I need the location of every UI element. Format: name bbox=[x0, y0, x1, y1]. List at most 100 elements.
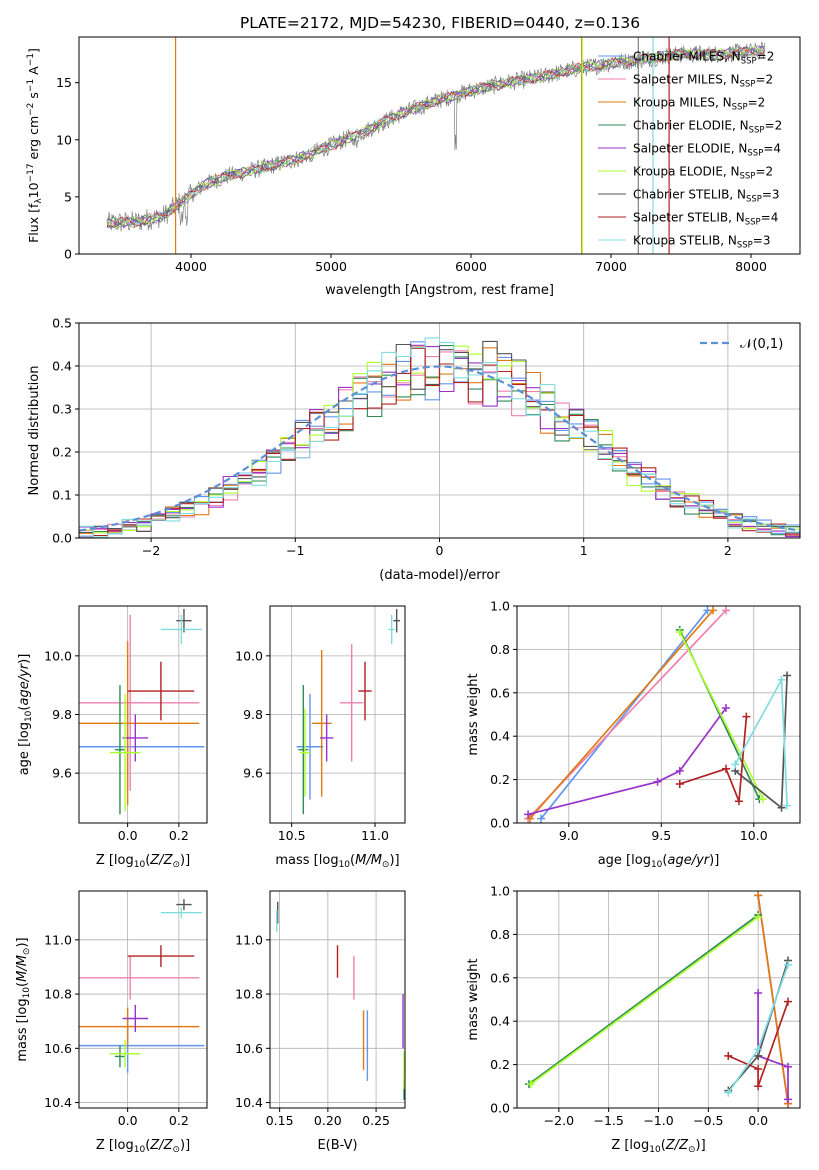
y-tick-label: 0.0 bbox=[490, 816, 510, 831]
legend-entry-label: Salpeter MILES, NSSP=2 bbox=[633, 73, 773, 90]
y-tick-label: 0.6 bbox=[490, 970, 510, 985]
normal-curve bbox=[79, 365, 800, 532]
weight-marker bbox=[784, 997, 793, 1006]
x-tick-label: 0.2 bbox=[169, 828, 189, 843]
histograms bbox=[79, 337, 800, 538]
y-tick-label: 0.8 bbox=[490, 927, 510, 942]
x-tick-label: 0.20 bbox=[314, 1113, 342, 1128]
weight-marker bbox=[722, 606, 731, 615]
x-axis-label: wavelength [Angstrom, rest frame] bbox=[325, 283, 554, 298]
y-tick-label: 0.1 bbox=[52, 488, 72, 503]
x-axis-label: (data-model)/error bbox=[379, 568, 500, 583]
weight-line bbox=[734, 675, 788, 810]
weight-line bbox=[727, 1001, 789, 1087]
x-tick-label: 4000 bbox=[175, 259, 207, 274]
weight-marker bbox=[709, 606, 718, 615]
y-tick-label: 0.0 bbox=[52, 531, 72, 546]
weight-marker bbox=[754, 1064, 763, 1073]
weight-line bbox=[757, 993, 789, 1100]
weight-line bbox=[679, 631, 764, 800]
weight-series bbox=[524, 606, 792, 823]
y-tick-label: 0.8 bbox=[490, 642, 510, 657]
x-tick-label: 0.15 bbox=[266, 1113, 294, 1128]
weight-line bbox=[757, 895, 789, 1104]
weight-marker bbox=[777, 675, 786, 684]
y-axis-label: Normed distribution bbox=[27, 366, 42, 496]
model-spectrum-line bbox=[106, 46, 766, 228]
y-axis-label: age [log10(age/yr)] bbox=[17, 654, 34, 776]
y-tick-label: 11.0 bbox=[44, 932, 72, 947]
x-tick-label: −2.0 bbox=[544, 1113, 574, 1128]
x-tick-label: 11.0 bbox=[361, 828, 389, 843]
x-axis-label: mass [log10(M/M⊙)] bbox=[275, 853, 399, 870]
weight-marker bbox=[724, 1088, 733, 1097]
weight-marker bbox=[722, 764, 731, 773]
x-tick-label: 5000 bbox=[315, 259, 347, 274]
weight-marker bbox=[754, 891, 763, 900]
x-tick-label: 1 bbox=[580, 543, 588, 558]
weight-marker bbox=[783, 671, 792, 680]
weight-marker bbox=[742, 712, 751, 721]
weight-marker bbox=[653, 777, 662, 786]
y-tick-label: 9.8 bbox=[243, 707, 263, 722]
weight-marker bbox=[675, 779, 684, 788]
weight-marker bbox=[525, 814, 534, 823]
legend-entry-label: Kroupa STELIB, NSSP=3 bbox=[633, 234, 771, 251]
y-tick-label: 0.2 bbox=[490, 772, 510, 787]
legend-entry-label: Chabrier MILES, NSSP=2 bbox=[633, 50, 774, 67]
y-tick-label: 0.3 bbox=[52, 402, 72, 417]
y-tick-label: 10.4 bbox=[235, 1095, 263, 1110]
errorbars bbox=[79, 899, 205, 1073]
x-axis-label: Z [log10(Z/Z⊙)] bbox=[611, 1138, 705, 1155]
y-tick-label: 0.2 bbox=[490, 1057, 510, 1072]
x-tick-label: −1.0 bbox=[643, 1113, 673, 1128]
y-tick-label: 1.0 bbox=[490, 884, 510, 899]
legend-entry-label: 𝒩(0,1) bbox=[740, 337, 783, 352]
legend-entry-label: Salpeter STELIB, NSSP=4 bbox=[633, 211, 778, 228]
observed-spectrum-line bbox=[106, 41, 766, 232]
x-tick-label: 10.0 bbox=[740, 828, 768, 843]
x-tick-label: −1.5 bbox=[593, 1113, 623, 1128]
errorbars bbox=[79, 608, 205, 815]
y-tick-label: 10 bbox=[56, 132, 72, 147]
x-axis-label: Z [log10(Z/Z⊙)] bbox=[96, 1138, 190, 1155]
weight-marker bbox=[724, 1051, 733, 1060]
y-tick-label: 0.4 bbox=[490, 1014, 510, 1029]
weight-marker bbox=[784, 960, 793, 969]
weight-series bbox=[524, 891, 793, 1108]
x-tick-label: 7000 bbox=[595, 259, 627, 274]
y-tick-label: 9.8 bbox=[52, 707, 72, 722]
x-tick-label: 0.2 bbox=[169, 1113, 189, 1128]
weight-marker bbox=[759, 795, 768, 804]
histogram-series bbox=[79, 347, 800, 538]
weight-marker bbox=[754, 1082, 763, 1091]
weight-marker bbox=[526, 1080, 535, 1089]
x-axis-label: Z [log10(Z/Z⊙)] bbox=[96, 853, 190, 870]
x-tick-label: 6000 bbox=[455, 259, 487, 274]
x-tick-label: 0 bbox=[436, 543, 444, 558]
legend-entry-label: Salpeter ELODIE, NSSP=4 bbox=[633, 142, 781, 159]
weight-line bbox=[527, 707, 727, 816]
y-tick-label: 0.5 bbox=[52, 316, 72, 331]
weight-line bbox=[529, 609, 714, 820]
y-tick-label: 9.6 bbox=[243, 766, 263, 781]
weight-marker bbox=[754, 1045, 763, 1054]
weight-line bbox=[734, 676, 788, 806]
spectrum-lines bbox=[106, 37, 766, 254]
legend-entry-label: Kroupa ELODIE, NSSP=2 bbox=[633, 165, 773, 182]
errorbars bbox=[296, 608, 400, 815]
y-tick-label: 9.6 bbox=[52, 766, 72, 781]
axes-frame bbox=[78, 890, 208, 1109]
weight-marker bbox=[754, 988, 763, 997]
errorbars bbox=[276, 901, 405, 1100]
y-tick-label: 11.0 bbox=[235, 932, 263, 947]
x-tick-label: 0.0 bbox=[118, 1113, 138, 1128]
x-tick-label: −0.5 bbox=[693, 1113, 723, 1128]
plot-layer: Chabrier MILES, NSSP=2 Salpeter MILES, NS… bbox=[15, 36, 801, 1155]
weight-marker bbox=[524, 810, 533, 819]
y-tick-label: 15 bbox=[56, 75, 72, 90]
weight-marker bbox=[722, 703, 731, 712]
axes-frame bbox=[78, 36, 801, 255]
y-tick-label: 5 bbox=[64, 189, 72, 204]
